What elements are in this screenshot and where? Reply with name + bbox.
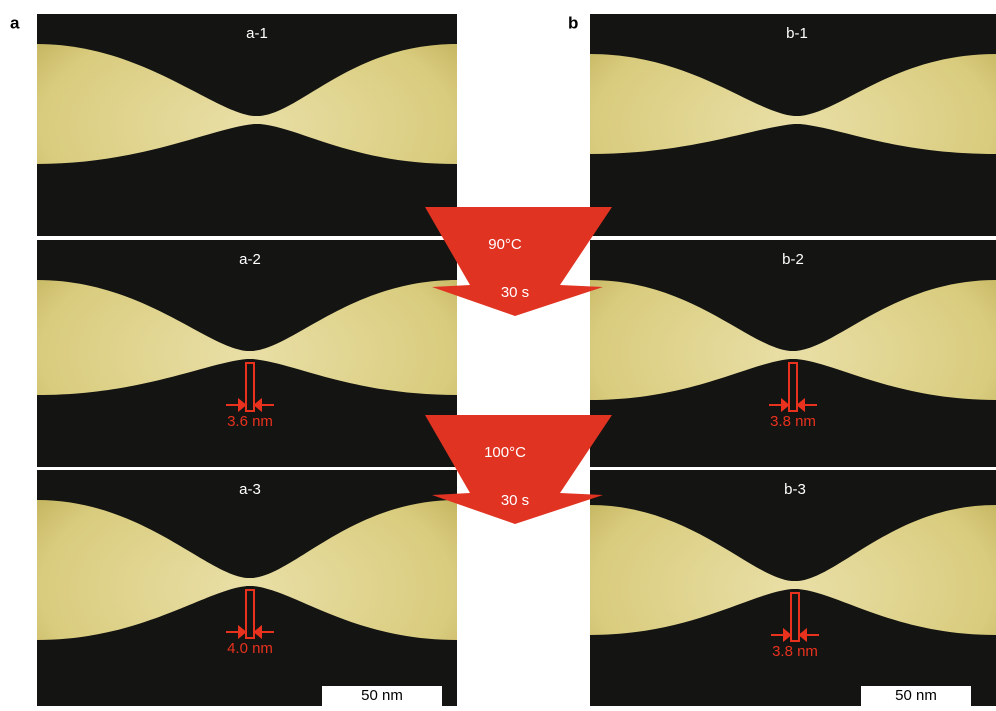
duration: 30 s xyxy=(501,492,529,509)
measurement: 3.8 nm xyxy=(772,643,818,660)
scale-bar-label: 50 nm xyxy=(361,687,403,704)
scale-bar-label: 50 nm xyxy=(895,687,937,704)
image-label: a-1 xyxy=(246,25,268,42)
micrograph: b-3 3.8 nm 50 nm xyxy=(590,470,996,706)
panel-label: a xyxy=(10,13,20,32)
measurement: 4.0 nm xyxy=(227,640,273,657)
micrograph: b-1 xyxy=(590,14,996,236)
image-label: a-3 xyxy=(239,481,261,498)
panel-label: b xyxy=(568,13,578,32)
image-label: a-2 xyxy=(239,251,261,268)
micrograph: b-2 3.8 nm xyxy=(590,240,996,467)
figure: a b a-1 a-2 3.6 nm a-3 4.0 nm 50 nm b-1 b-2 3.8 … xyxy=(0,0,996,711)
measurement: 3.6 nm xyxy=(227,413,273,430)
micrograph: a-1 xyxy=(37,14,457,236)
duration: 30 s xyxy=(501,284,529,301)
micrograph: a-2 3.6 nm xyxy=(37,240,457,467)
temperature: 100°C xyxy=(484,444,526,461)
measurement: 3.8 nm xyxy=(770,413,816,430)
micrograph: a-3 4.0 nm 50 nm xyxy=(37,470,457,706)
image-label: b-3 xyxy=(784,481,806,498)
image-label: b-1 xyxy=(786,25,808,42)
image-label: b-2 xyxy=(782,251,804,268)
temperature: 90°C xyxy=(488,236,522,253)
